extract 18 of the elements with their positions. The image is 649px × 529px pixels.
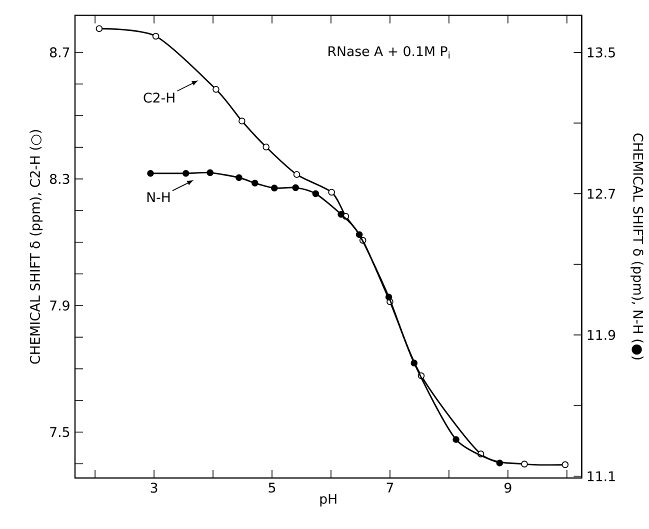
y-tick-label: 7.5 xyxy=(50,427,70,438)
annotation: RNase A + 0.1M P$_{i}$ xyxy=(328,46,450,59)
y-axis-title: CHEMICAL SHIFT δ (ppm), C2-H (○) xyxy=(30,130,43,364)
y2-tick-label: 11.9 xyxy=(588,330,616,340)
y-tick-label: 8.7 xyxy=(50,47,70,58)
y2-tick-label: 13.5 xyxy=(588,47,615,58)
x-tick-label: 5 xyxy=(268,482,276,493)
annotation: N-H xyxy=(147,192,170,202)
y2-tick-label: 11.1 xyxy=(588,471,615,482)
y-tick-label: 8.3 xyxy=(50,174,70,184)
y2-tick-label: 12.7 xyxy=(588,188,615,199)
x-tick-label: 7 xyxy=(386,482,394,492)
y2-axis-title: CHEMICAL SHIFT δ (ppm), N-H (●) xyxy=(630,134,644,360)
x-axis-title: pH xyxy=(320,494,336,506)
x-tick-label: 3 xyxy=(150,482,158,493)
annotation: C2-H xyxy=(144,92,174,103)
x-tick-label: 9 xyxy=(504,482,512,493)
y-tick-label: 7.9 xyxy=(50,300,70,311)
